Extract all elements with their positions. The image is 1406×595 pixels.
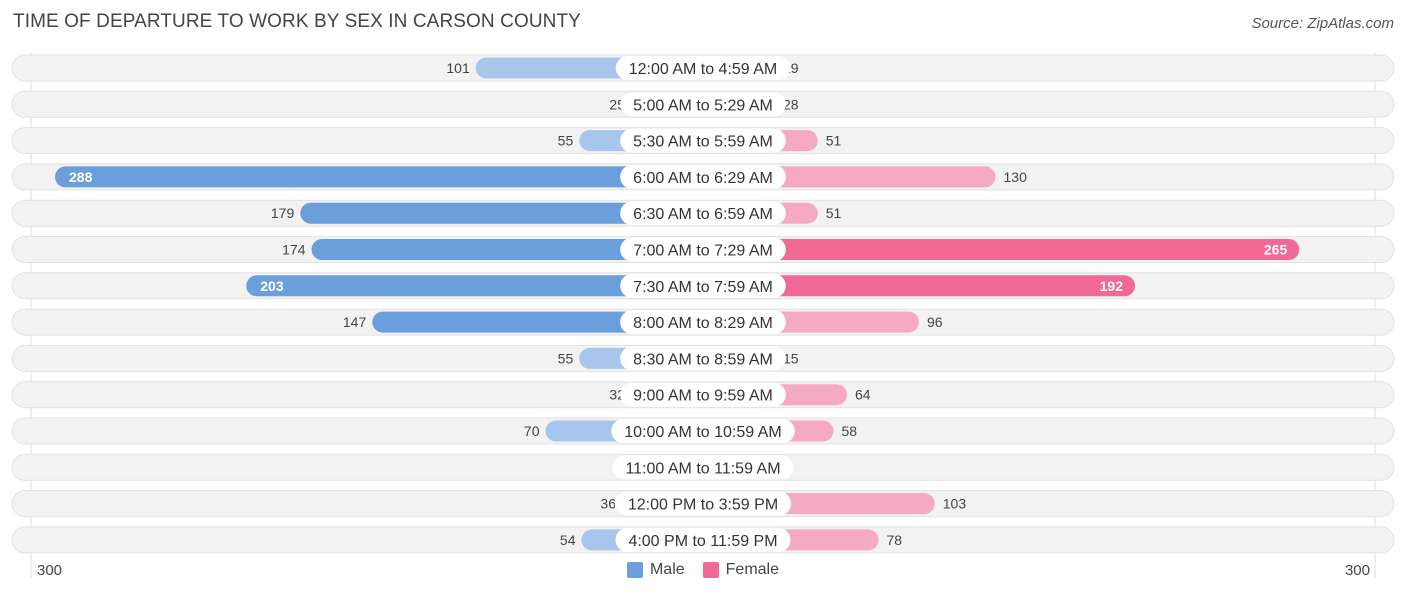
data-label-male: 55: [558, 350, 574, 366]
bar-male: [246, 275, 703, 297]
category-label: 6:00 AM to 6:29 AM: [633, 170, 773, 187]
category-pill: [620, 128, 786, 153]
category-label: 11:00 AM to 11:59 AM: [625, 460, 780, 477]
data-label-female: 130: [1004, 169, 1028, 185]
category-pill: [620, 346, 786, 371]
category-pill: [620, 201, 786, 226]
bar-male: [311, 239, 703, 260]
category-label: 12:00 AM to 4:59 AM: [629, 61, 778, 78]
legend: Male Female: [0, 561, 1406, 579]
legend-item-male[interactable]: Male: [626, 561, 685, 579]
category-pill: [620, 237, 786, 262]
category-label: 5:00 AM to 5:29 AM: [633, 97, 773, 114]
category-label: 6:30 AM to 6:59 AM: [633, 206, 773, 223]
data-label-female: 96: [927, 314, 943, 330]
category-label: 8:30 AM to 8:59 AM: [633, 351, 773, 368]
data-label-female: 28: [783, 96, 799, 112]
category-label: 10:00 AM to 10:59 AM: [624, 424, 781, 441]
data-label-female: 15: [783, 350, 799, 366]
category-pill: [612, 455, 794, 480]
bar-male: [55, 166, 703, 188]
category-label: 5:30 AM to 5:59 AM: [633, 134, 773, 151]
data-label-male: 179: [271, 205, 295, 221]
category-label: 9:00 AM to 9:59 AM: [633, 388, 773, 405]
category-pill: [620, 92, 786, 117]
category-pill: [615, 56, 791, 80]
category-label: 8:00 AM to 8:29 AM: [633, 315, 773, 332]
data-label-male: 70: [524, 423, 540, 439]
category-pill: [620, 310, 786, 335]
axis-label-left: 300: [37, 562, 63, 579]
legend-swatch-female: [702, 562, 719, 578]
data-label-male: 55: [558, 133, 574, 149]
category-pill: [620, 164, 786, 189]
bar-female: [703, 275, 1135, 297]
data-label-female: 51: [826, 205, 842, 221]
data-label-male: 174: [282, 242, 306, 258]
data-label-female: 265: [1264, 242, 1288, 258]
data-label-male: 203: [260, 278, 284, 294]
data-label-male: 288: [69, 169, 93, 185]
source-label: Source: ZipAtlas.com: [1251, 15, 1394, 32]
data-label-female: 51: [826, 133, 842, 149]
data-label-male: 36: [600, 496, 616, 512]
legend-item-female[interactable]: Female: [702, 561, 780, 579]
legend-label-male: Male: [649, 561, 685, 578]
data-label-female: 78: [887, 532, 903, 548]
data-label-female: 64: [855, 387, 871, 403]
category-pill: [614, 491, 792, 516]
data-label-female: 58: [842, 423, 858, 439]
category-label: 7:30 AM to 7:59 AM: [633, 279, 773, 296]
axis-label-right: 300: [1344, 562, 1370, 579]
category-label: 4:00 PM to 11:59 PM: [628, 533, 777, 550]
category-label: 12:00 PM to 3:59 PM: [628, 497, 778, 514]
category-label: 7:00 AM to 7:29 AM: [633, 243, 773, 260]
category-pill: [620, 273, 786, 298]
bar-female: [703, 239, 1300, 260]
data-label-female: 192: [1100, 278, 1124, 294]
legend-swatch-male: [626, 562, 643, 578]
bar-male: [372, 311, 703, 333]
category-pill: [615, 527, 791, 552]
data-label-male: 147: [343, 314, 367, 330]
data-label-female: 103: [943, 496, 967, 512]
chart-title: TIME OF DEPARTURE TO WORK BY SEX IN CARS…: [13, 11, 581, 32]
data-label-male: 54: [560, 532, 576, 548]
bar-male: [300, 202, 703, 224]
data-label-male: 101: [446, 60, 470, 76]
category-pill: [611, 419, 795, 443]
legend-label-female: Female: [725, 561, 780, 578]
category-pill: [620, 382, 786, 407]
